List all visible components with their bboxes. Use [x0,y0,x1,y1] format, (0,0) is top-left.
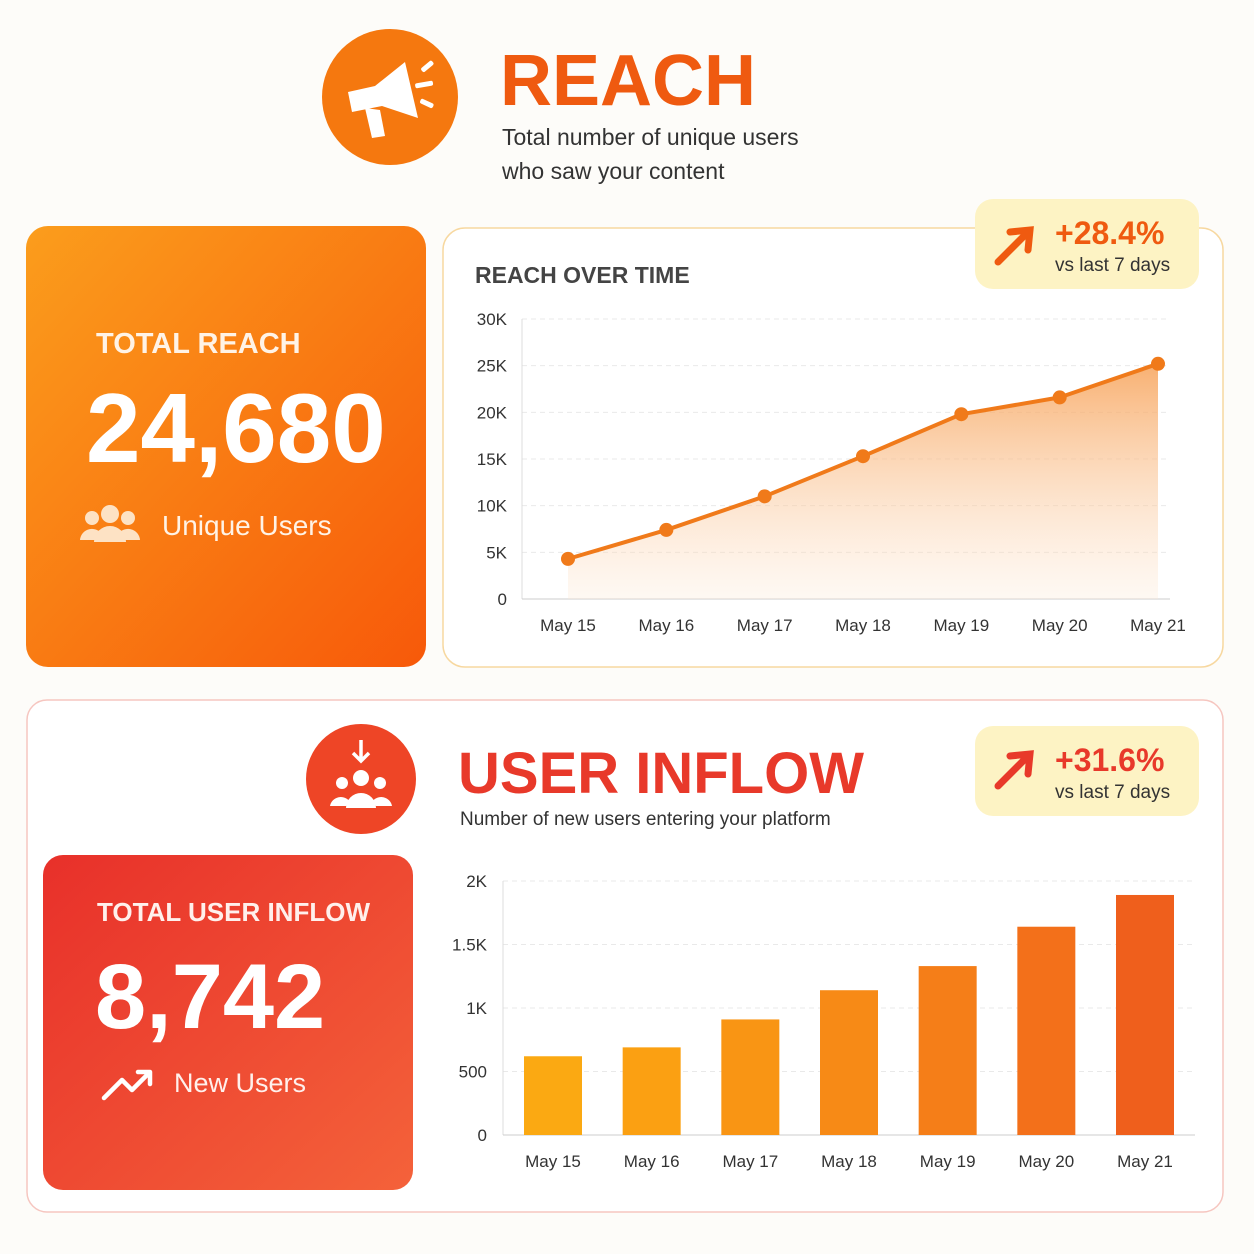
title: REACH [500,41,757,121]
y-tick-label: 20K [477,403,508,422]
x-tick-label: May 17 [722,1152,778,1171]
up-arrow [994,226,1034,266]
badge-note: vs last 7 days [1055,255,1171,276]
y-tick-label: 5K [486,543,507,562]
point [561,551,575,566]
point [1151,356,1165,371]
bar [1017,926,1076,1135]
x-tick-label: May 16 [624,1152,680,1171]
x-tick-label: May 21 [1130,616,1186,635]
card-unit: Unique Users [162,510,332,541]
card-label: TOTAL USER INFLOW [97,897,370,927]
point [659,522,674,537]
x-tick-label: May 16 [638,616,694,635]
badge-change: +31.6% [1055,742,1165,778]
y-tick-label: 10K [477,497,508,516]
y-tick-label: 2K [466,872,487,891]
x-tick-label: May 18 [821,1152,877,1171]
area [568,363,1158,599]
point [954,407,969,422]
description: Number of new users entering your platfo… [460,809,831,830]
x-tick-label: May 18 [835,616,891,635]
y-tick-label: 0 [478,1126,487,1145]
reach-card [26,226,426,667]
bar [721,1019,780,1135]
point [757,489,772,504]
x-tick-label: May 19 [933,616,989,635]
bar [918,966,977,1135]
y-tick-label: 500 [459,1063,487,1082]
inflow-card [43,855,413,1190]
x-tick-label: May 17 [737,616,793,635]
title: USER INFLOW [458,741,864,806]
inflow-glyph [330,740,392,808]
description: Total number of unique users who saw you… [502,124,799,184]
trend-icon [101,1069,153,1101]
badge-change: +28.4% [1055,215,1165,251]
x-tick-label: May 21 [1117,1152,1173,1171]
card-unit: New Users [174,1068,307,1098]
up-arrow [994,750,1034,790]
point [856,449,870,464]
card-value: 8,742 [95,946,326,1048]
x-tick-label: May 19 [920,1152,976,1171]
point [1052,390,1067,405]
y-tick-label: 1K [466,999,487,1018]
x-tick-label: May 15 [525,1152,581,1171]
x-tick-label: May 20 [1032,616,1088,635]
reach-badge [975,199,1199,289]
y-tick-label: 0 [498,590,507,609]
megaphone [348,60,434,138]
card-label: TOTAL REACH [96,328,301,360]
bar [622,1047,681,1135]
y-tick-label: 15K [477,450,508,469]
y-tick-label: 25K [477,357,508,376]
badge-note: vs last 7 days [1055,782,1171,803]
x-tick-label: May 15 [540,616,596,635]
bar [1116,894,1174,1135]
inflow-badge [975,726,1199,816]
chart-title: REACH OVER TIME [475,262,690,288]
users-icon [80,505,140,542]
bar [524,1056,582,1135]
y-tick-label: 1.5K [452,936,488,955]
bar [820,990,878,1135]
x-tick-label: May 20 [1018,1152,1074,1171]
y-tick-label: 30K [477,310,508,329]
card-value: 24,680 [86,373,386,483]
